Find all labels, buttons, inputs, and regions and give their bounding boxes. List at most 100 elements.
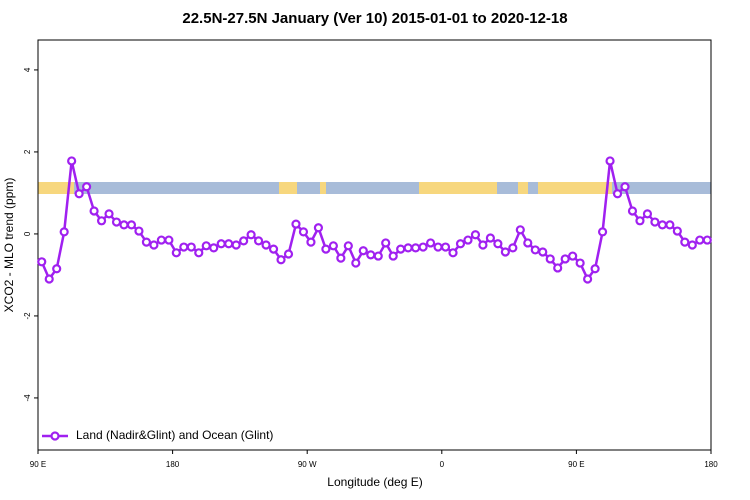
data-point: [381, 238, 391, 248]
data-point: [687, 240, 697, 250]
data-point: [605, 156, 615, 166]
data-point: [680, 237, 690, 247]
data-point: [186, 242, 196, 252]
data-point: [59, 227, 69, 237]
data-point: [96, 216, 107, 226]
data-point: [530, 245, 540, 255]
data-point: [568, 251, 578, 261]
data-point: [156, 235, 166, 245]
data-point: [672, 226, 682, 236]
data-point: [455, 239, 466, 249]
data-point: [321, 244, 331, 254]
data-point: [657, 220, 667, 230]
data-point: [440, 242, 451, 252]
data-point: [545, 254, 555, 264]
data-point: [470, 230, 481, 240]
x-axis-title: Longitude (deg E): [327, 475, 422, 489]
data-point: [37, 257, 47, 267]
y-tick-label: -2: [23, 312, 32, 320]
land-band: [518, 182, 528, 194]
data-point: [597, 227, 608, 237]
x-tick-label: 0: [440, 460, 445, 469]
data-point: [44, 274, 54, 284]
data-point: [612, 189, 623, 199]
legend-label: Land (Nadir&Glint) and Ocean (Glint): [76, 428, 273, 442]
data-point: [52, 264, 62, 274]
data-point: [336, 253, 346, 263]
data-point: [418, 242, 428, 252]
data-point: [179, 242, 189, 252]
data-point: [306, 237, 316, 247]
surface-band: [38, 182, 711, 194]
data-point: [134, 226, 144, 236]
data-point: [493, 239, 503, 249]
data-point: [67, 156, 77, 166]
data-point: [149, 240, 159, 250]
data-point: [119, 220, 129, 230]
data-point: [500, 247, 510, 257]
land-band: [279, 182, 297, 194]
data-point: [343, 241, 353, 251]
data-point: [171, 248, 181, 258]
x-tick-label: 180: [704, 460, 718, 469]
chart-title: 22.5N-27.5N January (Ver 10) 2015-01-01 …: [182, 10, 567, 27]
data-point: [111, 217, 122, 227]
data-point: [231, 240, 241, 250]
data-point: [126, 220, 137, 230]
data-point: [246, 230, 256, 240]
data-point: [523, 238, 533, 248]
data-point: [209, 243, 219, 253]
data-point: [89, 206, 99, 216]
y-tick-label: 4: [23, 67, 32, 72]
data-point: [82, 182, 92, 192]
data-point: [388, 251, 398, 261]
data-point: [194, 248, 204, 258]
data-point: [627, 206, 638, 216]
data-point: [642, 209, 653, 219]
data-point: [702, 235, 712, 245]
data-point: [538, 247, 548, 257]
data-point: [141, 237, 152, 247]
data-point: [373, 251, 383, 261]
data-point: [463, 235, 473, 245]
data-point: [366, 250, 376, 260]
data-point: [313, 223, 324, 233]
data-point: [553, 263, 563, 273]
data-point: [396, 244, 406, 254]
data-point: [351, 258, 361, 268]
y-tick-label: 2: [23, 149, 32, 154]
data-point: [635, 216, 645, 226]
data-point: [104, 209, 114, 219]
series-line: [40, 160, 708, 282]
data-point: [276, 255, 286, 265]
x-tick-label: 90 E: [30, 460, 46, 469]
data-point: [224, 239, 234, 249]
data-point: [583, 274, 593, 284]
data-point: [403, 243, 413, 253]
land-band: [320, 182, 326, 194]
data-point: [485, 233, 496, 243]
data-point: [298, 227, 309, 237]
data-point: [164, 235, 174, 245]
data-point: [560, 254, 570, 264]
data-point: [239, 236, 249, 246]
land-band: [419, 182, 497, 194]
data-point: [425, 238, 436, 248]
data-point: [358, 246, 368, 256]
data-point: [665, 220, 675, 230]
data-point: [291, 219, 301, 229]
data-point: [515, 225, 525, 235]
x-tick-label: 90 W: [298, 460, 317, 469]
data-point: [508, 243, 518, 253]
data-point: [575, 258, 585, 268]
data-point: [620, 182, 630, 192]
data-point: [328, 241, 338, 251]
data-point: [74, 189, 84, 199]
x-tick-label: 180: [166, 460, 180, 469]
data-point: [433, 242, 443, 252]
legend-marker: [50, 431, 60, 441]
data-point: [650, 217, 660, 227]
data-point: [695, 235, 705, 245]
